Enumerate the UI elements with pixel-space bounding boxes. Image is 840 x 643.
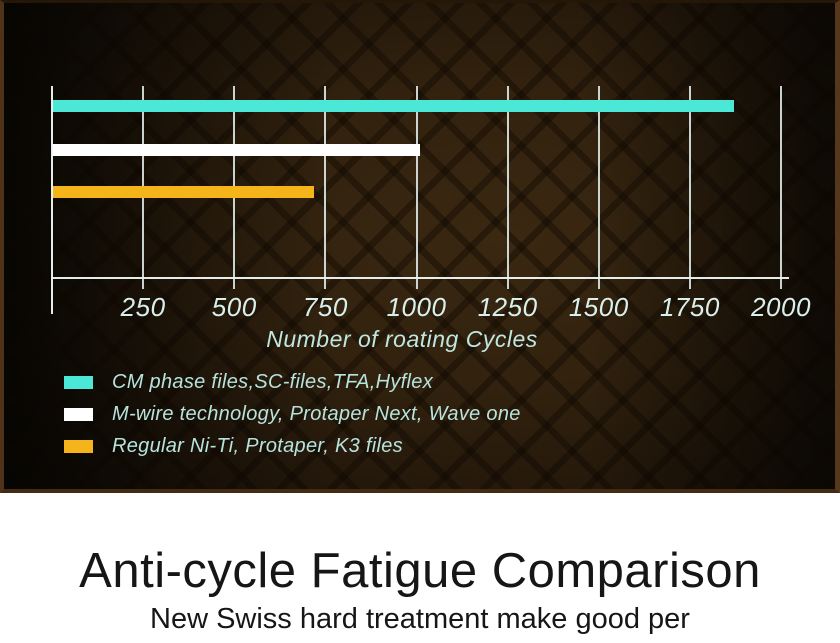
caption-title: Anti-cycle Fatigue Comparison	[79, 544, 761, 598]
bar-series-1	[52, 144, 421, 156]
x-axis-title: Number of roating Cycles	[266, 326, 538, 352]
gridline-2000	[780, 86, 782, 278]
x-tick-label-500: 500	[211, 292, 257, 322]
legend-swatch-white	[64, 408, 93, 421]
fatigue-bar-chart: 250 500 750 1000 1250 1500 1750 2000 Number of …	[4, 3, 840, 496]
x-tick-label-1750: 1750	[659, 292, 720, 322]
slide-background: 250 500 750 1000 1250 1500 1750 2000 Number of …	[0, 0, 840, 493]
legend-item-regular-niti: Regular Ni-Ti, Protaper, K3 files	[64, 435, 521, 457]
legend-label: M-wire technology, Protaper Next, Wave o…	[112, 403, 521, 425]
bar-series-2	[52, 186, 315, 198]
caption-area: Anti-cycle Fatigue Comparison New Swiss …	[0, 493, 840, 643]
gridline-1500	[597, 86, 600, 278]
legend-swatch-orange	[64, 440, 93, 453]
gridline-1250	[506, 86, 509, 278]
tick-mark-1500	[597, 279, 600, 289]
bar-series-0	[52, 100, 734, 112]
tick-mark-2000	[780, 279, 782, 289]
gridline-1000	[415, 86, 418, 278]
tick-mark-500	[233, 279, 236, 289]
legend-item-cm-phase: CM phase files,SC-files,TFA,Hyflex	[64, 371, 521, 393]
tick-mark-250	[142, 279, 145, 289]
gridline-1750	[688, 86, 691, 278]
x-tick-label-750: 750	[302, 292, 348, 322]
x-tick-label-1500: 1500	[568, 292, 629, 322]
legend-label: Regular Ni-Ti, Protaper, K3 files	[112, 435, 403, 457]
x-tick-label-2000: 2000	[751, 292, 811, 322]
x-axis-line	[51, 277, 789, 279]
tick-mark-750	[324, 279, 327, 289]
gridline-500	[233, 86, 236, 278]
x-tick-label-250: 250	[120, 292, 166, 322]
gridline-750	[324, 86, 327, 278]
gridline-250	[142, 86, 145, 278]
y-axis-line	[51, 86, 53, 314]
legend-item-m-wire: M-wire technology, Protaper Next, Wave o…	[64, 403, 521, 425]
chart-plot-area	[52, 86, 782, 278]
tick-mark-1000	[415, 279, 418, 289]
legend-swatch-cyan	[64, 376, 93, 389]
tick-mark-1250	[506, 279, 509, 289]
chart-legend: CM phase files,SC-files,TFA,Hyflex M-wir…	[64, 371, 521, 471]
tick-mark-1750	[688, 279, 691, 289]
legend-label: CM phase files,SC-files,TFA,Hyflex	[112, 371, 434, 393]
x-tick-label-1000: 1000	[386, 292, 447, 322]
caption-subtitle: New Swiss hard treatment make good per	[150, 603, 690, 635]
x-tick-label-1250: 1250	[477, 292, 538, 322]
